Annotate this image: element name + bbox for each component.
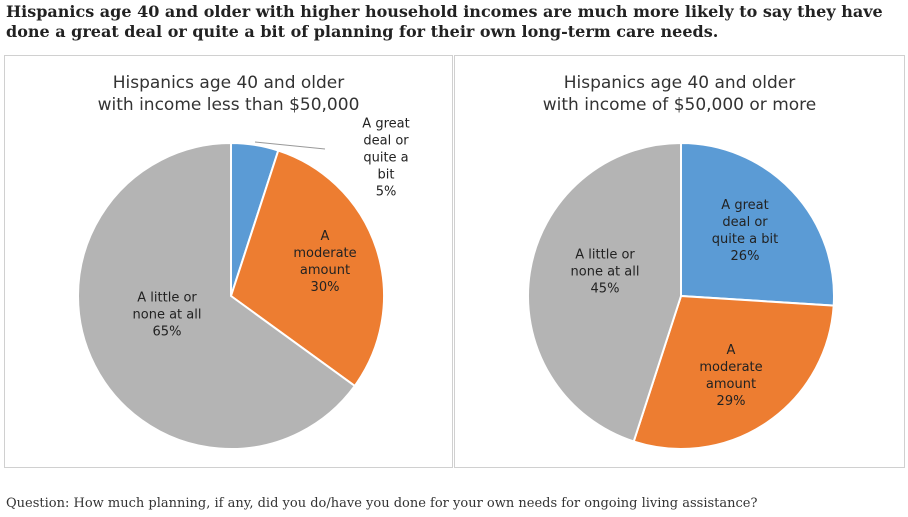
slice-label-little: A little or none at all 65% (132, 290, 202, 340)
pie-slice-little (527, 141, 682, 443)
pie-slice-moderate (632, 294, 835, 450)
chart-panel-low-income: Hispanics age 40 and older with income l… (4, 55, 453, 468)
chart-title: Hispanics age 40 and older with income o… (455, 72, 904, 116)
slice-label-great-deal: A great deal or quite a bit 5% (362, 116, 410, 200)
chart-title: Hispanics age 40 and older with income l… (5, 72, 452, 116)
slice-label-great-deal: A great deal or quite a bit 26% (711, 198, 779, 264)
slice-label-little: A little or none at all 45% (570, 247, 640, 297)
chart-title-line2: with income less than $50,000 (97, 95, 360, 115)
pie-chart-low-income (77, 141, 385, 450)
chart-title-line1: Hispanics age 40 and older (112, 73, 345, 93)
headline: Hispanics age 40 and older with higher h… (6, 2, 883, 41)
chart-title-line2: with income of $50,000 or more (542, 95, 817, 115)
slice-label-moderate: A moderate amount 30% (293, 229, 357, 295)
pie-slice-moderate (229, 149, 385, 388)
pie-chart-high-income (527, 141, 835, 450)
chart-title-line1: Hispanics age 40 and older (563, 73, 796, 93)
slice-label-moderate: A moderate amount 29% (699, 343, 763, 409)
pie-slice-little (77, 141, 357, 450)
pie-slice-great-deal (680, 141, 835, 307)
leader-line (254, 141, 326, 150)
chart-panel-high-income: Hispanics age 40 and older with income o… (454, 55, 905, 468)
question-footnote: Question: How much planning, if any, did… (6, 496, 758, 511)
